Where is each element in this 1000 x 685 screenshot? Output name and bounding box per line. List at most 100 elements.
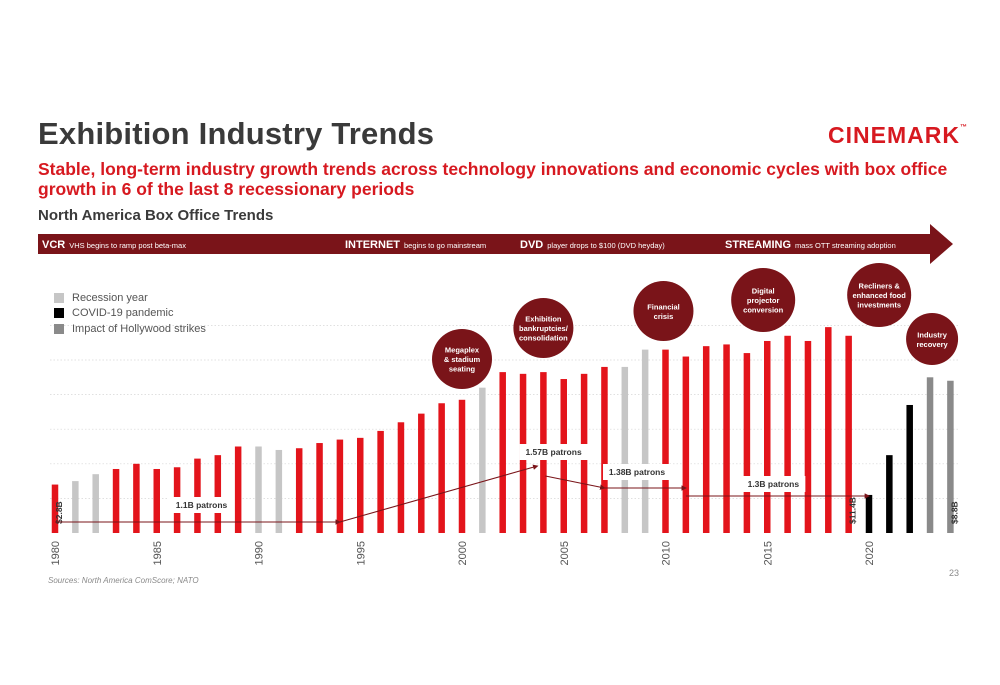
- era-streaming: STREAMING mass OTT streaming adoption: [725, 238, 896, 252]
- bar-1983: [112, 468, 120, 533]
- patron-label-bg: [168, 497, 235, 513]
- x-tick-label: 1990: [254, 541, 266, 565]
- annotation-bubble: [513, 298, 574, 358]
- bar-2002: [499, 372, 506, 533]
- bar-2022: [906, 404, 913, 533]
- bar-1987: [194, 458, 201, 533]
- cinemark-logo: CINEMARK™: [828, 122, 967, 149]
- bar-2023: [926, 377, 934, 533]
- bar-1991: [275, 449, 283, 533]
- bar-1992: [295, 448, 303, 533]
- patron-label-bg: [741, 476, 806, 492]
- patron-label-bg: [519, 444, 588, 460]
- banner-arrow: [38, 224, 953, 264]
- x-tick-label: 1980: [50, 541, 62, 565]
- bar-2000: [458, 399, 466, 533]
- bar-2001: [479, 387, 486, 533]
- patron-label: 1.38B patrons: [609, 467, 665, 477]
- era-name: VCR: [42, 239, 66, 251]
- bar-2007: [601, 366, 608, 533]
- bar-1999: [438, 403, 445, 533]
- bar-2021: [886, 455, 893, 533]
- bar-2019: [845, 335, 852, 533]
- era-internet: INTERNET begins to go mainstream: [345, 238, 486, 252]
- value-label: $2.8B: [54, 501, 64, 524]
- page-title: Exhibition Industry Trends: [38, 116, 435, 151]
- patron-label-bg: [603, 464, 672, 480]
- x-tick-label: 1985: [152, 541, 164, 565]
- legend-label: Impact of Hollywood strikes: [72, 322, 206, 335]
- era-name: STREAMING: [725, 239, 791, 251]
- era-desc: VHS begins to ramp post beta-max: [69, 241, 186, 250]
- bar-2012: [702, 346, 710, 533]
- technology-era-banner: VCR VHS begins to ramp post beta-max INTE…: [38, 224, 953, 264]
- x-tick-label: 1995: [355, 541, 367, 565]
- bar-2020: [865, 494, 873, 533]
- page-subtitle: Stable, long-term industry growth trends…: [38, 159, 948, 199]
- bar-2016: [784, 335, 791, 533]
- logo-text: CINEMARK: [828, 122, 960, 148]
- bar-2009: [641, 349, 649, 533]
- patron-label: 1.3B patrons: [748, 479, 800, 489]
- sources-note: Sources: North America ComScore; NATO: [48, 576, 199, 585]
- era-desc: mass OTT streaming adoption: [795, 241, 896, 250]
- bar-1993: [316, 443, 323, 533]
- value-label: $8.8B: [949, 501, 959, 524]
- annotation-bubble: [906, 313, 959, 365]
- annotation-text: Industry recovery: [916, 330, 948, 349]
- patron-label: 1.57B patrons: [525, 447, 581, 457]
- bar-1990: [255, 446, 262, 533]
- x-tick-label: 2005: [559, 541, 571, 565]
- bar-2011: [682, 356, 690, 533]
- legend-swatch: [54, 308, 64, 318]
- bar-1981: [72, 481, 79, 533]
- bar-2008: [621, 366, 629, 533]
- bar-1982: [92, 474, 99, 533]
- annotation-text: Exhibition bankruptcies/consolidation: [519, 315, 569, 343]
- bar-1997: [397, 422, 405, 533]
- bar-1988: [214, 455, 222, 533]
- x-tick-label: 2010: [661, 541, 673, 565]
- bar-2018: [825, 327, 832, 533]
- x-tick-label: 2020: [864, 541, 876, 565]
- bar-2017: [804, 340, 812, 533]
- logo-trademark: ™: [959, 124, 967, 131]
- era-vcr: VCR VHS begins to ramp post beta-max: [42, 238, 186, 252]
- bar-1998: [418, 413, 425, 533]
- annotation-bubble: [847, 263, 912, 327]
- bar-1984: [133, 463, 140, 533]
- bar-2024: [947, 380, 954, 533]
- section-title: North America Box Office Trends: [38, 207, 274, 224]
- legend-label: Recession year: [72, 291, 148, 304]
- era-name: INTERNET: [345, 239, 400, 251]
- era-desc: player drops to $100 (DVD heyday): [547, 241, 665, 250]
- bar-1995: [357, 437, 364, 533]
- bar-1989: [234, 446, 242, 533]
- annotation-bubble: [731, 268, 796, 332]
- bar-2014: [743, 353, 751, 533]
- era-name: DVD: [520, 239, 544, 251]
- bar-2013: [723, 344, 730, 533]
- bar-1996: [377, 430, 384, 533]
- bar-2015: [764, 340, 771, 533]
- annotation-text: Recliners & enhanced food investments: [853, 282, 907, 310]
- bar-2010: [662, 349, 669, 533]
- annotation-text: Digital projector conversion: [743, 287, 783, 315]
- patron-trend-line: [545, 475, 606, 490]
- chart-legend: Recession year COVID-19 pandemic Impact …: [54, 290, 206, 337]
- legend-item-strikes: Impact of Hollywood strikes: [54, 321, 206, 336]
- bar-1985: [153, 468, 160, 533]
- legend-item-covid: COVID-19 pandemic: [54, 306, 206, 321]
- x-tick-label: 2015: [762, 541, 774, 565]
- annotation-text: Megaplex & stadium seating: [444, 346, 481, 374]
- era-dvd: DVD player drops to $100 (DVD heyday): [520, 238, 665, 252]
- bar-1994: [336, 439, 344, 533]
- annotation-text: Financial crisis: [647, 302, 680, 321]
- annotation-bubble: [633, 281, 694, 341]
- value-label: $11.4B: [848, 497, 858, 524]
- era-desc: begins to go mainstream: [404, 241, 487, 250]
- legend-swatch: [54, 323, 64, 334]
- page-number: 23: [949, 568, 960, 578]
- patron-label: 1.1B patrons: [176, 500, 228, 510]
